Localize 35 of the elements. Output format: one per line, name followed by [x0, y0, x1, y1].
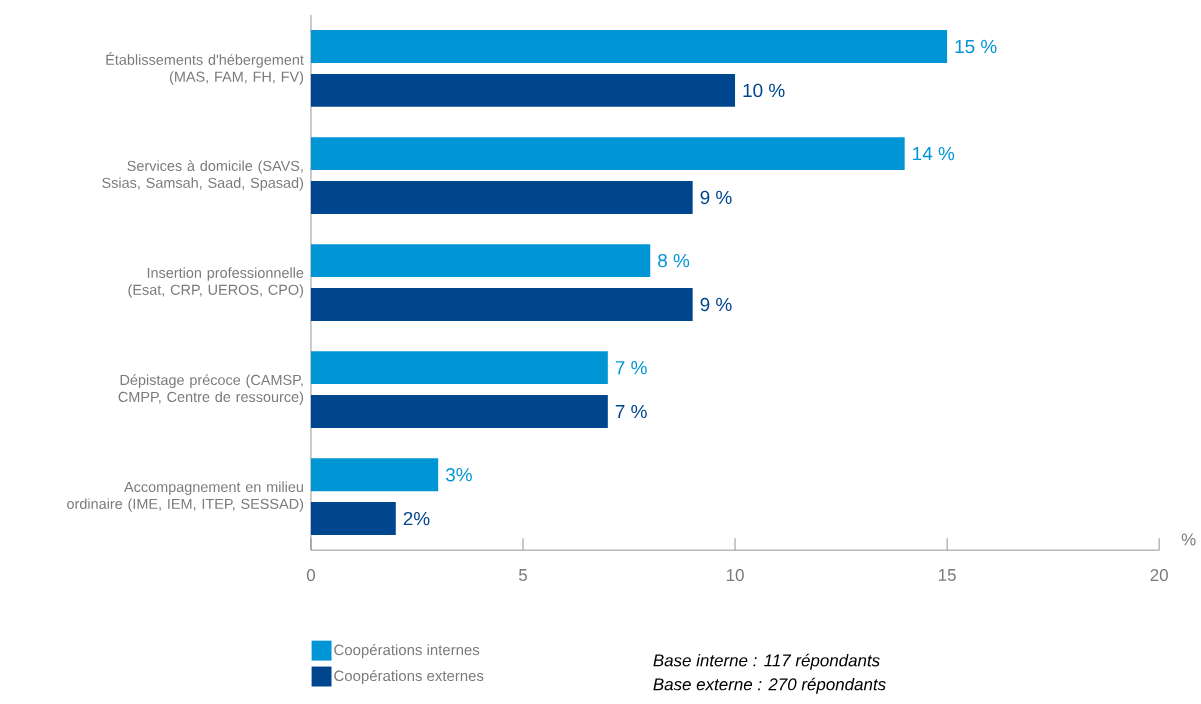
- x-axis-title: %: [1181, 533, 1196, 546]
- y-tick-label: Dépistage précoce (CAMSP, CMPP, Centre de ressource): [118, 374, 304, 406]
- x-tick-label: 15: [938, 569, 956, 582]
- bar: [310, 395, 608, 429]
- data-label: 9 %: [700, 297, 732, 312]
- text: Base externe : 270 répondants: [653, 677, 886, 694]
- y-tick-label: Insertion professionnelle (Esat, CRP, UEROS, CPO): [128, 267, 304, 298]
- bar: [310, 181, 693, 215]
- bar: [310, 502, 396, 536]
- x-tick-label: 5: [518, 569, 528, 582]
- bar: [310, 137, 905, 171]
- bar: [310, 74, 736, 108]
- bar: [310, 244, 651, 278]
- bar: [310, 458, 439, 492]
- data-label: 7 %: [615, 405, 647, 419]
- data-label: 3%: [445, 468, 472, 482]
- y-tick-label: Services à domicile (SAVS, Ssias, Samsah, Saad, Spasad): [102, 160, 304, 191]
- data-label: 9 %: [700, 190, 732, 205]
- legend-label: Coopérations internes: [334, 644, 480, 659]
- x-tick-label: 0: [306, 569, 316, 582]
- x-tick-label: 20: [1150, 569, 1168, 582]
- data-label: 15 %: [955, 40, 997, 54]
- y-tick-label: Accompagnement en milieu ordinaire (IME, IEM, ITEP, SESSAD): [67, 481, 304, 513]
- bar: [310, 351, 608, 385]
- text: Base interne : 117 répondants: [653, 653, 880, 670]
- bar: [310, 288, 693, 322]
- data-label: 10 %: [743, 83, 785, 98]
- data-label: 7 %: [615, 361, 647, 375]
- x-tick-label: 10: [726, 569, 744, 582]
- data-label: 14 %: [913, 147, 955, 161]
- y-tick-label: Établissements d'hébergement (MAS, FAM, FH, FV): [106, 52, 304, 85]
- bar: [310, 30, 948, 64]
- data-label: 2%: [403, 512, 430, 526]
- legend-label: Coopérations externes: [334, 670, 484, 685]
- data-label: 8 %: [658, 254, 690, 268]
